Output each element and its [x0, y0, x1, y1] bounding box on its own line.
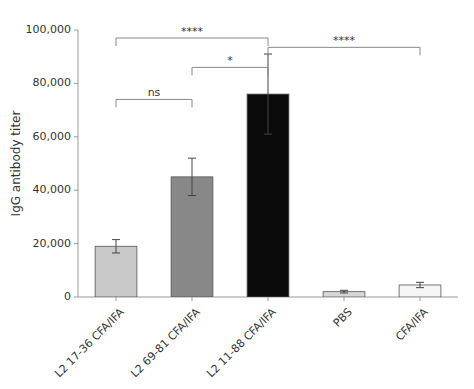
significance-label: **** — [333, 34, 356, 47]
y-tick-label: 100,000 — [26, 23, 72, 36]
x-tick-label: CFA/IFA — [393, 305, 431, 343]
chart-svg: 0 20,000 40,000 60,000 80,000 100,000 IgG anti… — [0, 0, 474, 389]
y-axis-label: IgG antibody titer — [9, 111, 23, 217]
error-bar — [112, 240, 120, 253]
significance-label: * — [227, 54, 233, 67]
x-tick — [344, 297, 345, 301]
y-tick-label: 20,000 — [33, 237, 72, 250]
y-tick — [74, 136, 78, 137]
bar — [95, 246, 137, 297]
y-tick-label: 60,000 — [33, 130, 72, 143]
x-axis: L2 17-36 CFA/IFAL2 69-81 CFA/IFAL2 11-88… — [52, 297, 458, 380]
x-tick — [116, 297, 117, 301]
x-tick — [268, 297, 269, 301]
annotations: ns********* — [116, 25, 420, 107]
error-bar — [188, 158, 196, 195]
x-tick-label: PBS — [331, 306, 355, 330]
bars — [95, 54, 441, 297]
error-bar — [264, 54, 272, 134]
y-tick — [74, 297, 78, 298]
significance-label: ns — [148, 86, 161, 99]
x-tick-label: L2 69-81 CFA/IFA — [128, 305, 203, 380]
y-axis-line — [78, 30, 79, 297]
y-tick-label: 0 — [64, 290, 71, 303]
y-tick — [74, 243, 78, 244]
x-tick — [420, 297, 421, 301]
y-tick — [74, 83, 78, 84]
x-tick-label: L2 17-36 CFA/IFA — [52, 305, 127, 380]
error-bar — [340, 290, 348, 293]
y-tick-label: 80,000 — [33, 76, 72, 89]
error-bar — [416, 282, 424, 287]
chart-container: 0 20,000 40,000 60,000 80,000 100,000 IgG anti… — [0, 0, 474, 389]
significance-bracket — [116, 38, 268, 46]
significance-bracket — [192, 67, 268, 75]
y-tick — [74, 190, 78, 191]
significance-bracket — [268, 47, 420, 55]
y-axis: 0 20,000 40,000 60,000 80,000 100,000 — [26, 23, 79, 303]
x-tick-label: L2 11-88 CFA/IFA — [204, 305, 279, 380]
significance-bracket — [116, 99, 192, 107]
y-tick-label: 40,000 — [33, 183, 72, 196]
x-tick — [192, 297, 193, 301]
significance-label: **** — [181, 25, 204, 38]
y-tick — [74, 30, 78, 31]
